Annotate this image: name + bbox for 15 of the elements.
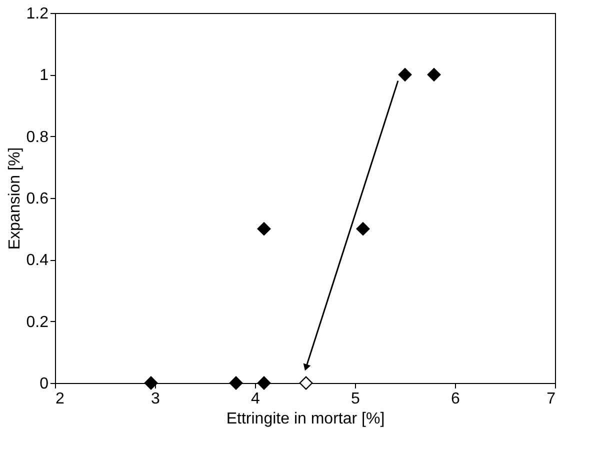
y-tick-label: 1: [40, 67, 49, 84]
y-tick-label: 1.2: [26, 6, 49, 22]
x-tick-label: 6: [451, 390, 460, 408]
y-axis-title: Expansion [%]: [6, 147, 24, 250]
y-tick-label: 0: [40, 376, 49, 392]
y-tick-label: 0.2: [26, 314, 49, 331]
x-tick-label: 7: [546, 390, 556, 408]
y-tick-label: 0.4: [26, 252, 49, 270]
x-tick-label: 5: [351, 390, 360, 408]
x-tick-label: 3: [151, 390, 160, 408]
x-tick-label: 2: [56, 390, 64, 408]
y-tick-label: 0.8: [26, 128, 49, 146]
x-axis-title: Ettringite in mortar [%]: [226, 410, 385, 428]
x-tick-label: 4: [251, 390, 260, 408]
y-tick-label: 0.6: [26, 190, 49, 208]
